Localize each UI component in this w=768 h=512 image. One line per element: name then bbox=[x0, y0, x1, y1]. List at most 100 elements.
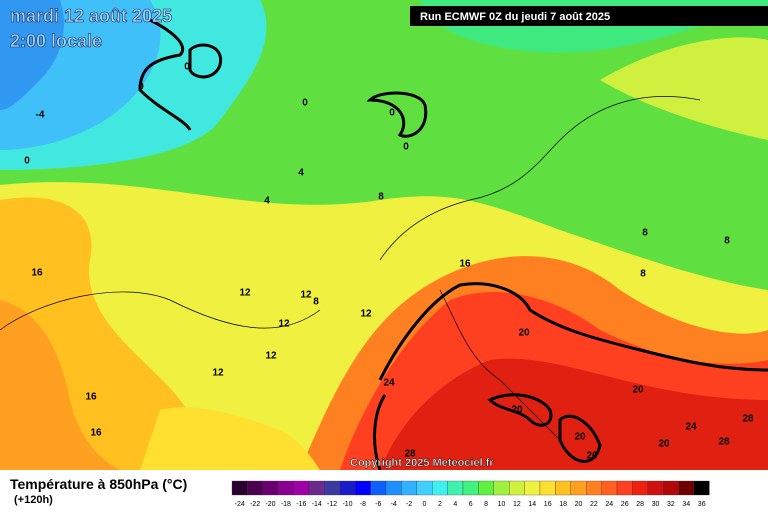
contour-label: 20 bbox=[586, 451, 598, 462]
contour-label: -4 bbox=[36, 110, 45, 121]
contour-label: 0 bbox=[24, 156, 30, 167]
run-info: Run ECMWF 0Z du jeudi 7 août 2025 bbox=[420, 11, 610, 23]
scale-label: 18 bbox=[559, 501, 567, 508]
scale-swatch bbox=[278, 480, 294, 496]
scale-swatch bbox=[555, 480, 571, 496]
contour-label: 0 bbox=[138, 82, 144, 93]
scale-label: 34 bbox=[682, 501, 690, 508]
scale-label: 10 bbox=[498, 501, 506, 508]
legend-title: Température à 850hPa (°C) bbox=[10, 476, 187, 492]
copyright: Copyright 2025 Meteociel.fr bbox=[350, 457, 494, 469]
scale-label: 2 bbox=[438, 501, 442, 508]
scale-label: 28 bbox=[636, 501, 644, 508]
scale-label: -4 bbox=[391, 501, 397, 508]
contour-label: 24 bbox=[383, 378, 395, 389]
scale-swatch bbox=[601, 480, 618, 496]
contour-label: 4 bbox=[298, 168, 304, 179]
scale-swatch bbox=[247, 480, 263, 496]
scale-label: 36 bbox=[698, 501, 706, 508]
scale-label: -14 bbox=[312, 501, 322, 508]
legend-lead: (+120h) bbox=[14, 494, 53, 506]
map-title: mardi 12 août 2025 bbox=[10, 6, 172, 26]
scale-swatch bbox=[616, 480, 633, 496]
contour-label: 12 bbox=[239, 288, 251, 299]
contour-label: 0 bbox=[389, 108, 395, 119]
scale-swatch bbox=[663, 480, 679, 496]
coastlines bbox=[0, 96, 701, 441]
contour-label: 0 bbox=[403, 142, 409, 153]
scale-label: 24 bbox=[605, 501, 613, 508]
contour-label: 16 bbox=[31, 268, 43, 279]
scale-swatch bbox=[462, 480, 479, 496]
scale-swatch bbox=[355, 480, 371, 496]
contour-label: 12 bbox=[300, 290, 312, 301]
scale-label: -6 bbox=[375, 501, 381, 508]
scale-swatch bbox=[401, 480, 417, 496]
scale-swatch bbox=[478, 480, 494, 496]
contour-label: 8 bbox=[642, 228, 648, 239]
scale-swatch bbox=[293, 480, 310, 496]
scale-label: 12 bbox=[513, 501, 521, 508]
scale-label: 30 bbox=[652, 501, 660, 508]
scale-swatch bbox=[647, 480, 664, 496]
contour-label: 12 bbox=[212, 368, 224, 379]
contour-label: 12 bbox=[360, 309, 372, 320]
scale-label: -24 bbox=[235, 501, 245, 508]
contour-label: 20 bbox=[658, 439, 670, 450]
scale-label: -12 bbox=[327, 501, 337, 508]
scale-label: 0 bbox=[423, 501, 427, 508]
contour-label: 24 bbox=[685, 422, 697, 433]
contour-label: 4 bbox=[264, 196, 270, 207]
scale-label: 20 bbox=[575, 501, 583, 508]
contour-label: 8 bbox=[640, 269, 646, 280]
scale-swatch bbox=[493, 480, 510, 496]
scale-swatch bbox=[693, 480, 710, 496]
contour-label: 8 bbox=[378, 192, 384, 203]
scale-label: -2 bbox=[406, 501, 412, 508]
scale-swatch bbox=[231, 480, 248, 496]
contour-label: 28 bbox=[742, 414, 754, 425]
scale-label: -16 bbox=[296, 501, 306, 508]
contour-label: 12 bbox=[278, 319, 290, 330]
scale-swatch bbox=[432, 480, 448, 496]
map-background bbox=[0, 0, 768, 470]
scale-swatch bbox=[447, 480, 464, 496]
scale-swatch bbox=[416, 480, 433, 496]
scale-label: -10 bbox=[342, 501, 352, 508]
scale-label: 26 bbox=[621, 501, 629, 508]
contours bbox=[138, 18, 768, 471]
scale-label: 14 bbox=[528, 501, 536, 508]
contour-label: 16 bbox=[90, 428, 102, 439]
scale-label: 22 bbox=[590, 501, 598, 508]
scale-swatch bbox=[570, 480, 587, 496]
scale-label: 4 bbox=[453, 501, 457, 508]
scale-swatch bbox=[586, 480, 602, 496]
scale-label: 8 bbox=[484, 501, 488, 508]
scale-swatch bbox=[632, 480, 648, 496]
scale-label: 16 bbox=[544, 501, 552, 508]
contour-label: 8 bbox=[313, 297, 319, 308]
contour-label: 12 bbox=[265, 351, 277, 362]
scale-label: -8 bbox=[360, 501, 366, 508]
contour-label: 20 bbox=[511, 405, 523, 416]
run-box bbox=[410, 6, 768, 26]
scale-swatch bbox=[524, 480, 541, 496]
scale-label: -18 bbox=[281, 501, 291, 508]
scale-swatch bbox=[370, 480, 387, 496]
contour-label: 0 bbox=[184, 62, 190, 73]
contour-label: 28 bbox=[718, 437, 730, 448]
scale-label: 6 bbox=[469, 501, 473, 508]
contour-label: 28 bbox=[404, 449, 416, 460]
scale-swatch bbox=[262, 480, 279, 496]
contour-label: 16 bbox=[85, 392, 97, 403]
contour-label: 8 bbox=[724, 236, 730, 247]
scale-swatch bbox=[509, 480, 525, 496]
map-time: 2:00 locale bbox=[10, 31, 102, 51]
scale-swatch bbox=[385, 480, 402, 496]
color-scale: -24 -22 -20 -18 -16 -14 -12 -10 -8 -6 -4 -2 0 2 4 6 8 10 1… bbox=[231, 480, 710, 508]
scale-label: 32 bbox=[667, 501, 675, 508]
scale-swatch bbox=[339, 480, 356, 496]
contour-label: 20 bbox=[518, 328, 530, 339]
